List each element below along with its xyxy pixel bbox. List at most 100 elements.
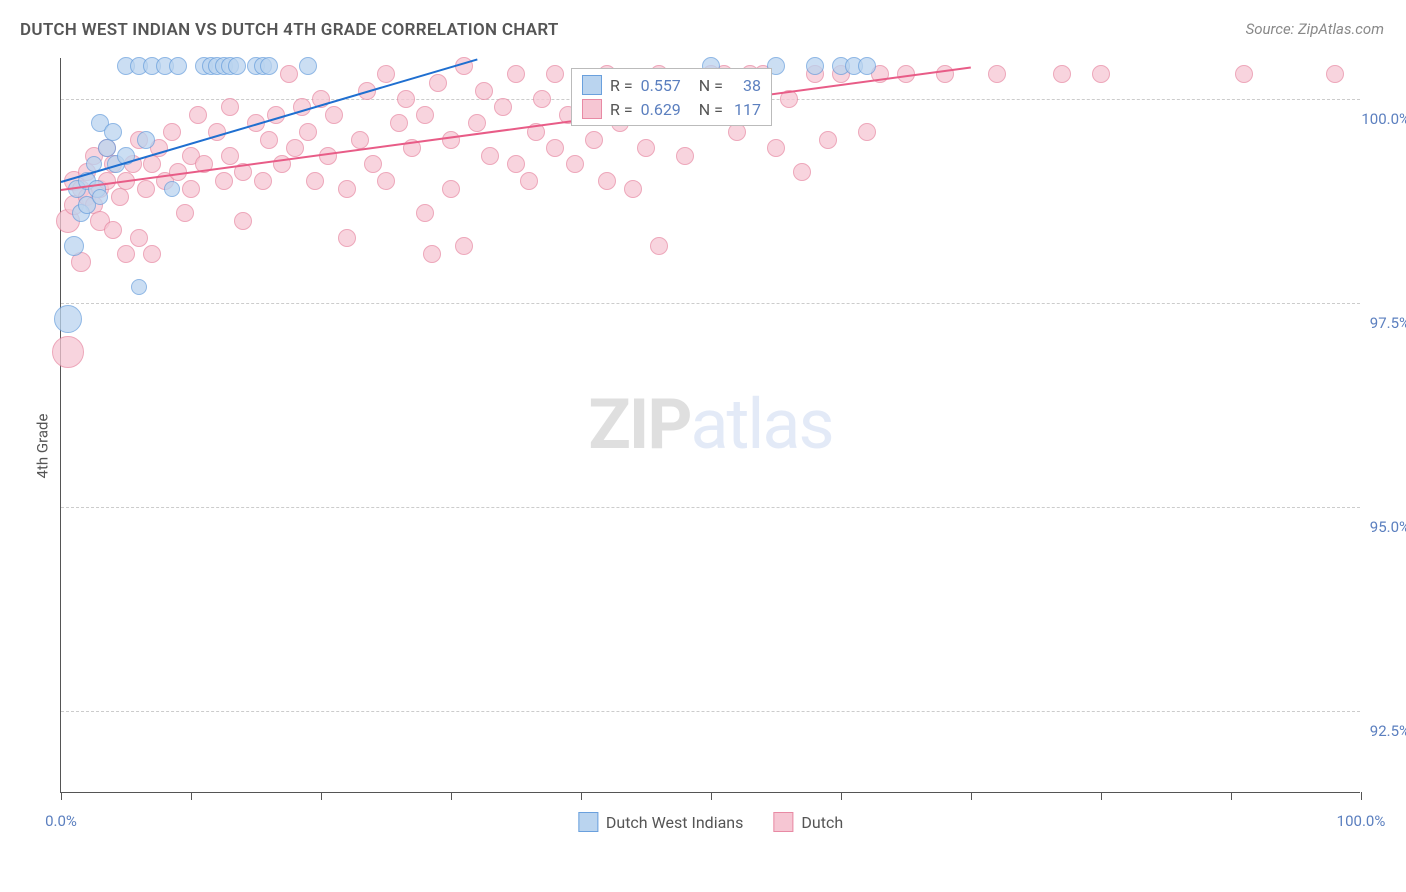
data-point	[793, 163, 811, 181]
data-point	[163, 123, 181, 141]
legend-item: Dutch West Indians	[578, 812, 744, 832]
data-point	[1053, 65, 1071, 83]
data-point	[306, 172, 324, 190]
data-point	[858, 57, 876, 75]
legend-label: Dutch	[801, 813, 843, 832]
data-point	[767, 139, 785, 157]
data-point	[131, 279, 147, 295]
data-point	[377, 172, 395, 190]
xtick	[971, 792, 972, 800]
xtick	[321, 792, 322, 800]
data-point	[481, 147, 499, 165]
data-point	[299, 123, 317, 141]
data-point	[338, 180, 356, 198]
legend-r-label: R =	[610, 100, 633, 119]
legend-n-value: 117	[731, 100, 761, 119]
legend-swatch	[578, 812, 598, 832]
legend-swatch	[773, 812, 793, 832]
source-label: Source: ZipAtlas.com	[1246, 20, 1384, 38]
data-point	[351, 131, 369, 149]
data-point	[494, 98, 512, 116]
xtick	[1361, 792, 1362, 800]
xtick	[191, 792, 192, 800]
data-point	[104, 221, 122, 239]
data-point	[169, 57, 187, 75]
data-point	[221, 98, 239, 116]
data-point	[117, 245, 135, 263]
data-point	[130, 229, 148, 247]
data-point	[286, 139, 304, 157]
xtick	[451, 792, 452, 800]
data-point	[137, 131, 155, 149]
data-point	[624, 180, 642, 198]
legend-stats: R =0.557N =38R =0.629N =117	[571, 68, 772, 126]
chart-title: DUTCH WEST INDIAN VS DUTCH 4TH GRADE COR…	[20, 20, 559, 40]
data-point	[475, 82, 493, 100]
xtick	[61, 792, 62, 800]
gridline	[61, 711, 1360, 712]
data-point	[520, 172, 538, 190]
data-point	[176, 204, 194, 222]
ytick-label: 97.5%	[1350, 314, 1406, 332]
xtick	[1101, 792, 1102, 800]
data-point	[137, 180, 155, 198]
gridline	[61, 507, 1360, 508]
data-point	[189, 106, 207, 124]
data-point	[104, 123, 122, 141]
xtick-label: 100.0%	[1337, 812, 1386, 830]
data-point	[254, 172, 272, 190]
xtick	[581, 792, 582, 800]
legend-item: Dutch	[773, 812, 843, 832]
data-point	[377, 65, 395, 83]
data-point	[64, 236, 84, 256]
data-point	[299, 57, 317, 75]
xtick	[711, 792, 712, 800]
data-point	[364, 155, 382, 173]
data-point	[397, 90, 415, 108]
watermark-right: atlas	[690, 384, 832, 466]
data-point	[338, 229, 356, 247]
data-point	[423, 245, 441, 263]
legend-swatch	[582, 99, 602, 119]
legend-swatch	[582, 75, 602, 95]
data-point	[143, 245, 161, 263]
legend-r-value: 0.629	[641, 100, 681, 119]
data-point	[1092, 65, 1110, 83]
xtick-label: 0.0%	[45, 812, 77, 830]
data-point	[676, 147, 694, 165]
data-point	[533, 90, 551, 108]
data-point	[92, 189, 108, 205]
data-point	[390, 114, 408, 132]
y-axis-label: 4th Grade	[33, 414, 51, 479]
data-point	[546, 139, 564, 157]
data-point	[650, 237, 668, 255]
legend-stat-row: R =0.629N =117	[582, 99, 761, 119]
gridline	[61, 303, 1360, 304]
data-point	[546, 65, 564, 83]
ytick-label: 95.0%	[1350, 518, 1406, 536]
data-point	[442, 180, 460, 198]
data-point	[260, 131, 278, 149]
data-point	[280, 65, 298, 83]
data-point	[429, 74, 447, 92]
data-point	[325, 106, 343, 124]
data-point	[260, 57, 278, 75]
data-point	[507, 155, 525, 173]
legend-n-label: N =	[699, 76, 723, 95]
legend-n-value: 38	[731, 76, 761, 95]
watermark-left: ZIP	[588, 384, 690, 466]
data-point	[111, 188, 129, 206]
xtick	[841, 792, 842, 800]
data-point	[98, 139, 116, 157]
xtick	[1231, 792, 1232, 800]
data-point	[319, 147, 337, 165]
legend-stat-row: R =0.557N =38	[582, 75, 761, 95]
legend-bottom: Dutch West Indians Dutch	[578, 812, 843, 832]
plot-area: ZIPatlas 92.5%95.0%97.5%100.0%0.0%100.0%…	[60, 58, 1360, 793]
data-point	[806, 57, 824, 75]
data-point	[215, 172, 233, 190]
data-point	[455, 237, 473, 255]
legend-r-label: R =	[610, 76, 633, 95]
data-point	[442, 131, 460, 149]
data-point	[221, 147, 239, 165]
